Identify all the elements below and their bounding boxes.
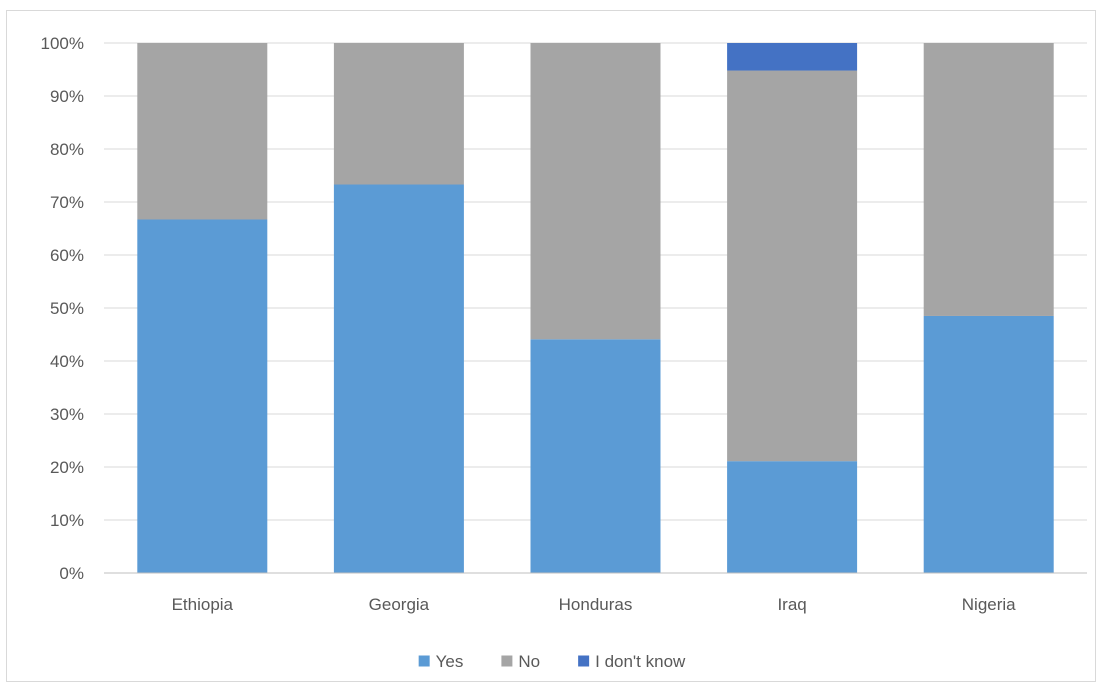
y-tick-label: 100% (41, 34, 84, 53)
x-tick-label: Nigeria (962, 595, 1016, 614)
x-tick-label: Georgia (369, 595, 430, 614)
legend: Yes No I don't know (418, 652, 686, 671)
bar-segment-no (530, 43, 661, 340)
chart-frame: 0% 10% 20% 30% 40% 50% 60% 70% 80% 90% 100% Ethiopi… (6, 10, 1096, 682)
y-tick-label: 50% (50, 299, 84, 318)
legend-swatch (501, 655, 513, 667)
bar-segment-yes (923, 315, 1054, 573)
bar-segment-no (333, 43, 464, 185)
y-tick-label: 80% (50, 140, 84, 159)
legend-label: No (518, 652, 540, 671)
bar-segment-yes (727, 461, 858, 573)
bar-segment-yes (333, 184, 464, 573)
legend-swatch (578, 655, 590, 667)
legend-label: Yes (436, 652, 464, 671)
stacked-bar-chart: 0% 10% 20% 30% 40% 50% 60% 70% 80% 90% 100% Ethiopi… (41, 34, 1087, 671)
bar-segment-no (727, 70, 858, 462)
x-tick-label: Iraq (777, 595, 806, 614)
bars (137, 43, 1054, 574)
y-tick-label: 40% (50, 352, 84, 371)
x-tick-label: Ethiopia (172, 595, 234, 614)
bar-segment-no (923, 43, 1054, 316)
y-tick-label: 30% (50, 405, 84, 424)
y-tick-label: 70% (50, 193, 84, 212)
axes: 0% 10% 20% 30% 40% 50% 60% 70% 80% 90% 100% Ethiopi… (41, 34, 1087, 614)
y-tick-label: 0% (59, 564, 84, 583)
bar-segment-yes (530, 339, 661, 573)
y-tick-label: 60% (50, 246, 84, 265)
x-tick-label: Honduras (559, 595, 633, 614)
legend-swatch (418, 655, 430, 667)
bar-segment-i-don-t-know (727, 43, 858, 71)
y-tick-label: 10% (50, 511, 84, 530)
y-tick-label: 90% (50, 87, 84, 106)
bar-segment-no (137, 43, 268, 220)
legend-label: I don't know (595, 652, 686, 671)
bar-segment-yes (137, 219, 268, 574)
y-tick-label: 20% (50, 458, 84, 477)
